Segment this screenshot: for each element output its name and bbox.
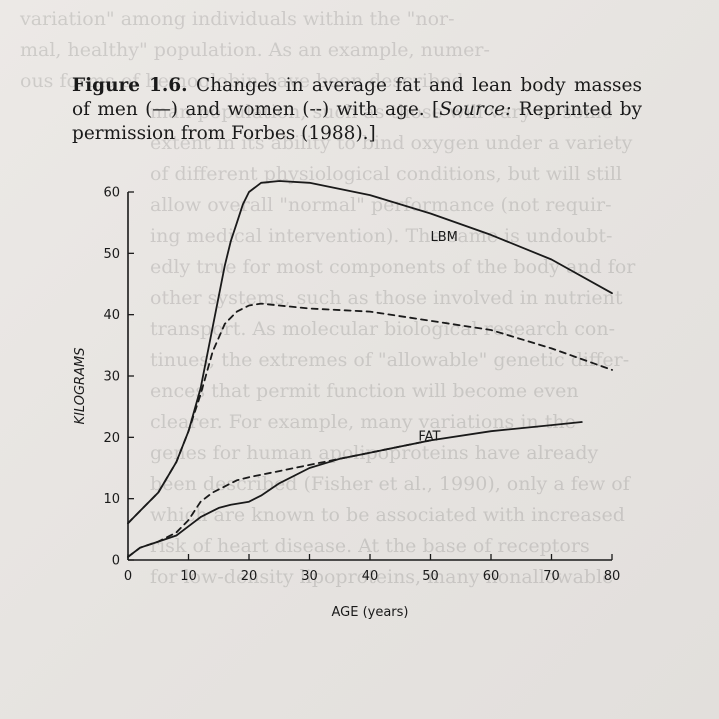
series-line-fat-women	[127, 439, 432, 558]
series-line-lbm-women	[127, 302, 613, 525]
x-tick-label: 40	[362, 569, 379, 584]
x-tick-label: 0	[124, 569, 132, 584]
series-line-fat-men	[127, 421, 583, 558]
x-axis-title: AGE (years)	[331, 605, 408, 620]
x-tick-label: 60	[483, 569, 500, 584]
y-tick-label: 20	[103, 431, 120, 446]
axes	[127, 192, 612, 561]
figure-caption: Figure 1.6. Changes in average fat and l…	[72, 74, 642, 146]
figure-label: Figure 1.6.	[72, 75, 188, 96]
annotation-fat: FAT	[418, 429, 440, 444]
x-tick-label: 50	[422, 569, 439, 584]
y-axis-title: KILOGRAMS	[73, 348, 88, 425]
y-tick-label: 50	[103, 247, 120, 262]
caption-source-text: Reprinted by permission from Forbes (198…	[72, 99, 642, 144]
y-tick-label: 40	[103, 308, 120, 323]
x-tick-label: 80	[604, 569, 621, 584]
y-tick-label: 30	[103, 370, 120, 385]
caption-source-label: Source:	[439, 99, 512, 120]
y-tick-label: 0	[112, 554, 120, 569]
ticks: 0 10 20 30 40 50 60 70 80 0 10 20 30 40 50 60	[103, 186, 620, 585]
x-tick-label: 30	[301, 569, 318, 584]
y-tick-label: 10	[103, 492, 120, 507]
x-tick-label: 20	[241, 569, 258, 584]
annotation-lbm: LBM	[431, 230, 458, 245]
series-line-lbm-men	[127, 180, 613, 525]
y-tick-label: 60	[103, 186, 120, 201]
caption-text: Changes in average fat and lean body mas…	[72, 75, 642, 120]
series-lines	[127, 180, 613, 558]
x-tick-label: 70	[543, 569, 560, 584]
x-tick-label: 10	[180, 569, 197, 584]
annotations: LBM FAT	[418, 230, 457, 444]
